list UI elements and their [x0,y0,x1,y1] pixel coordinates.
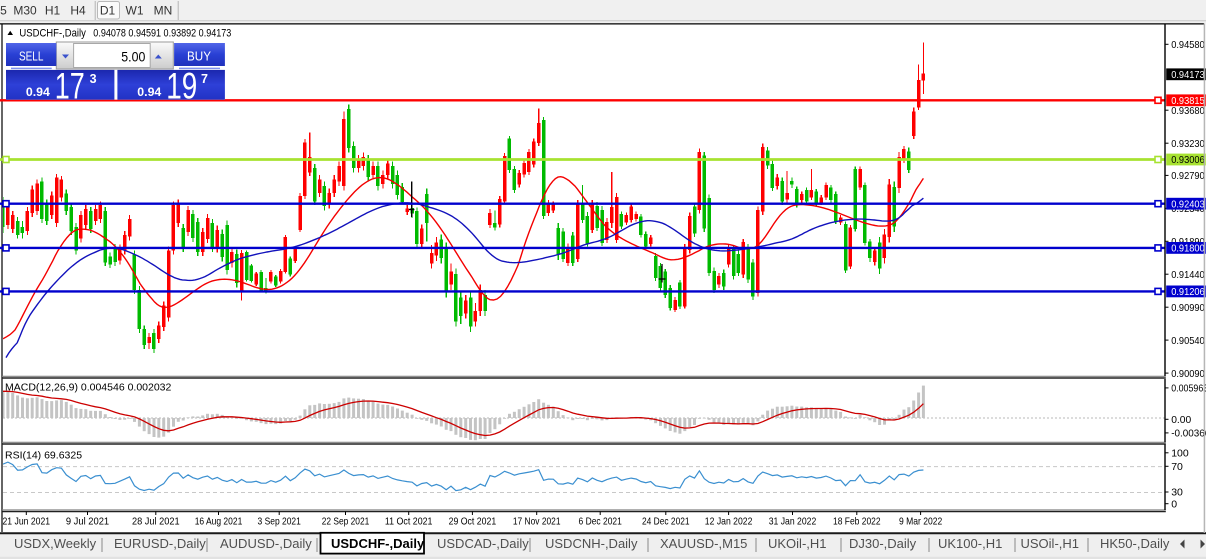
svg-text:100: 100 [1171,448,1189,460]
svg-text:3: 3 [90,72,97,86]
svg-text:18 Feb 2022: 18 Feb 2022 [833,516,881,528]
svg-text:M30: M30 [13,4,37,18]
svg-text:USDCHF-,Daily: USDCHF-,Daily [19,28,86,40]
svg-text:USDX,Weekly: USDX,Weekly [14,536,97,551]
svg-text:5: 5 [0,4,7,18]
svg-text:EURUSD-,Daily: EURUSD-,Daily [114,536,206,551]
svg-text:22 Sep 2021: 22 Sep 2021 [322,516,370,528]
svg-text:17: 17 [55,66,85,107]
svg-text:AUDUSD-,Daily: AUDUSD-,Daily [220,536,312,551]
svg-text:0.93680: 0.93680 [1171,105,1205,117]
svg-text:0.94: 0.94 [137,85,161,99]
svg-text:0.90990: 0.90990 [1171,302,1205,314]
svg-text:9 Jul 2021: 9 Jul 2021 [66,516,109,528]
svg-text:H4: H4 [70,4,86,18]
svg-text:19: 19 [166,66,197,107]
svg-text:0.91206: 0.91206 [1171,286,1205,298]
svg-text:USDCAD-,Daily: USDCAD-,Daily [437,536,529,551]
svg-text:0.94078 0.94591 0.93892 0.9417: 0.94078 0.94591 0.93892 0.94173 [93,28,231,40]
svg-text:USDCHF-,Daily: USDCHF-,Daily [331,536,425,551]
svg-text:30: 30 [1171,487,1183,499]
svg-text:0.94580: 0.94580 [1171,39,1205,51]
svg-text:0.91800: 0.91800 [1171,243,1205,255]
svg-text:6 Dec 2021: 6 Dec 2021 [579,516,622,528]
svg-text:DJ30-,Daily: DJ30-,Daily [849,536,917,551]
svg-text:UKOil-,H1: UKOil-,H1 [768,536,827,551]
svg-text:0.93815: 0.93815 [1171,95,1205,107]
svg-text:0.93230: 0.93230 [1171,138,1205,150]
svg-text:MACD(12,26,9) 0.004546 0.00203: MACD(12,26,9) 0.004546 0.002032 [5,382,172,394]
svg-text:0.91440: 0.91440 [1171,269,1205,281]
svg-text:W1: W1 [126,4,144,18]
svg-text:9 Mar 2022: 9 Mar 2022 [899,516,942,528]
svg-text:0: 0 [1171,498,1177,510]
svg-text:USOil-,H1: USOil-,H1 [1021,536,1080,551]
svg-text:3 Sep 2021: 3 Sep 2021 [258,516,301,528]
svg-text:-0.00366: -0.00366 [1171,428,1206,440]
svg-text:BUY: BUY [187,50,212,64]
svg-text:D1: D1 [100,4,116,18]
svg-text:0.94173: 0.94173 [1171,69,1205,81]
svg-text:0.94: 0.94 [26,85,50,99]
svg-text:USDCNH-,Daily: USDCNH-,Daily [545,536,638,551]
svg-text:0.93006: 0.93006 [1171,154,1205,166]
svg-text:UK100-,H1: UK100-,H1 [938,536,1002,551]
svg-text:11 Oct 2021: 11 Oct 2021 [385,516,433,528]
svg-text:XAUUSD-,M15: XAUUSD-,M15 [660,536,747,551]
svg-text:0.92403: 0.92403 [1171,198,1205,210]
svg-text:12 Jan 2022: 12 Jan 2022 [705,516,753,528]
svg-text:28 Jul 2021: 28 Jul 2021 [132,516,180,528]
svg-text:16 Aug 2021: 16 Aug 2021 [195,516,243,528]
svg-text:0.92790: 0.92790 [1171,170,1205,182]
svg-text:17 Nov 2021: 17 Nov 2021 [513,516,561,528]
svg-text:24 Dec 2021: 24 Dec 2021 [642,516,690,528]
svg-text:SELL: SELL [19,50,44,64]
svg-text:5.00: 5.00 [121,49,145,65]
svg-text:MN: MN [154,4,173,18]
svg-text:0.005963: 0.005963 [1171,383,1206,395]
svg-text:29 Oct 2021: 29 Oct 2021 [449,516,497,528]
svg-text:0.90540: 0.90540 [1171,335,1205,347]
svg-text:21 Jun 2021: 21 Jun 2021 [3,516,51,528]
svg-text:HK50-,Daily: HK50-,Daily [1100,536,1170,551]
svg-text:H1: H1 [45,4,61,18]
svg-text:31 Jan 2022: 31 Jan 2022 [769,516,817,528]
svg-text:70: 70 [1171,461,1183,473]
svg-text:7: 7 [201,72,208,86]
svg-text:0.90090: 0.90090 [1171,368,1205,380]
svg-text:0.00: 0.00 [1171,414,1191,426]
svg-text:RSI(14) 69.6325: RSI(14) 69.6325 [5,450,82,462]
